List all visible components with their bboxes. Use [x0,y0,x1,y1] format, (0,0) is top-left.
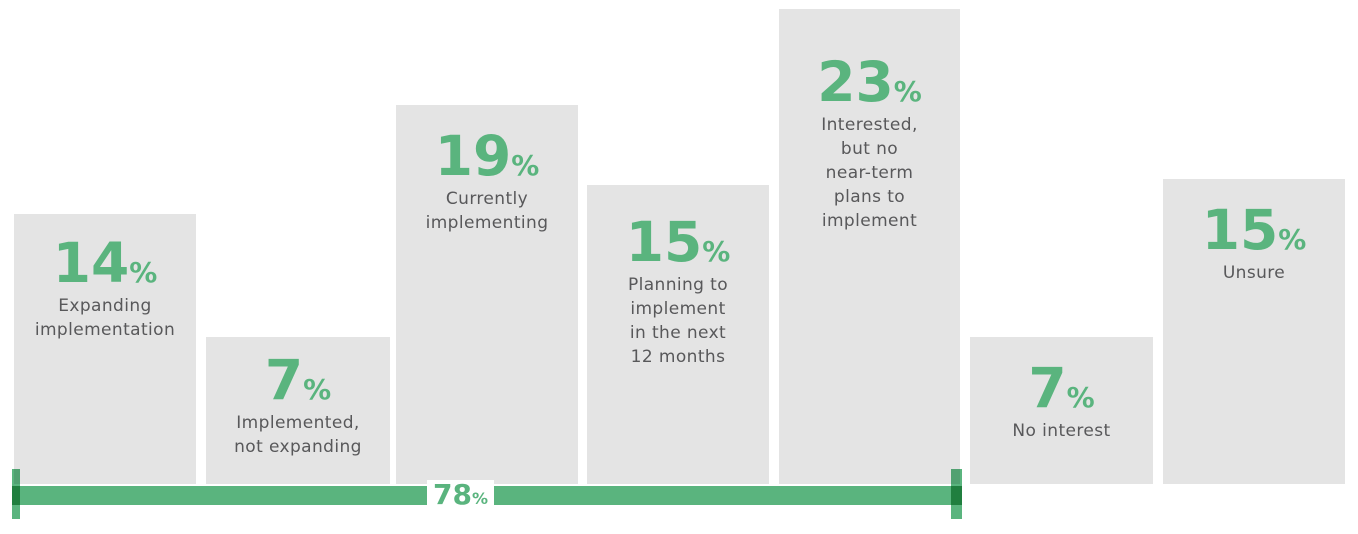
bar-value: 15% [587,215,769,270]
percent-sign: % [129,256,158,289]
bar-annotation: 14% Expanding implementation [14,236,196,342]
percent-sign: % [303,373,332,406]
bar-annotation: 15% Unsure [1163,203,1345,285]
bar-label: Currently implementing [425,189,549,233]
percent-sign: % [471,489,488,508]
percent-sign: % [702,235,731,268]
bar-annotation: 7% Implemented, not expanding [206,353,390,459]
bar-value-number: 19 [434,124,512,188]
percent-sign: % [511,149,540,182]
bar-value: 14% [14,236,196,291]
bracket-number: 78 [433,478,472,511]
bar-value-number: 7 [1028,356,1067,420]
bar-value: 19% [396,129,578,184]
bar-annotation: 15% Planning to implement in the next 12… [587,215,769,369]
bracket-left-tick [12,469,20,519]
bar-label: Planning to implement in the next 12 mon… [627,275,729,367]
bar-value-number: 15 [625,210,703,274]
bar-unsure: 15% Unsure [1163,179,1345,484]
percent-sign: % [1066,381,1095,414]
bar-implemented-not-expanding: 7% Implemented, not expanding [206,337,390,484]
bar-label: Implemented, not expanding [234,413,362,457]
bar-interested-no-near-term-plans: 23% Interested, but no near-term plans t… [779,9,960,484]
percent-sign: % [1278,223,1307,256]
bar-annotation: 19% Currently implementing [396,129,578,235]
bar-label: No interest [1012,421,1111,441]
bar-label: Expanding implementation [34,296,176,340]
bar-label: Interested, but no near-term plans to im… [821,115,918,231]
bar-label: Unsure [1222,263,1286,283]
percent-sign: % [893,75,922,108]
bar-annotation: 7% No interest [970,361,1153,443]
bar-value-number: 23 [817,50,894,114]
bar-value: 15% [1163,203,1345,258]
bracket-total-value: 78% [427,480,494,511]
bar-planning-to-implement: 15% Planning to implement in the next 12… [587,185,769,484]
bar-no-interest: 7% No interest [970,337,1153,484]
bar-currently-implementing: 19% Currently implementing [396,105,578,484]
bar-value-number: 15 [1201,198,1279,262]
bar-expanding-implementation: 14% Expanding implementation [14,214,196,484]
bar-value-number: 14 [52,231,130,295]
bar-value-number: 7 [264,348,304,412]
bar-annotation: 23% Interested, but no near-term plans t… [779,55,960,233]
bar-value: 23% [779,55,960,110]
bar-value: 7% [970,361,1153,416]
bar-value: 7% [206,353,390,408]
bracket-right-tick [951,469,962,519]
